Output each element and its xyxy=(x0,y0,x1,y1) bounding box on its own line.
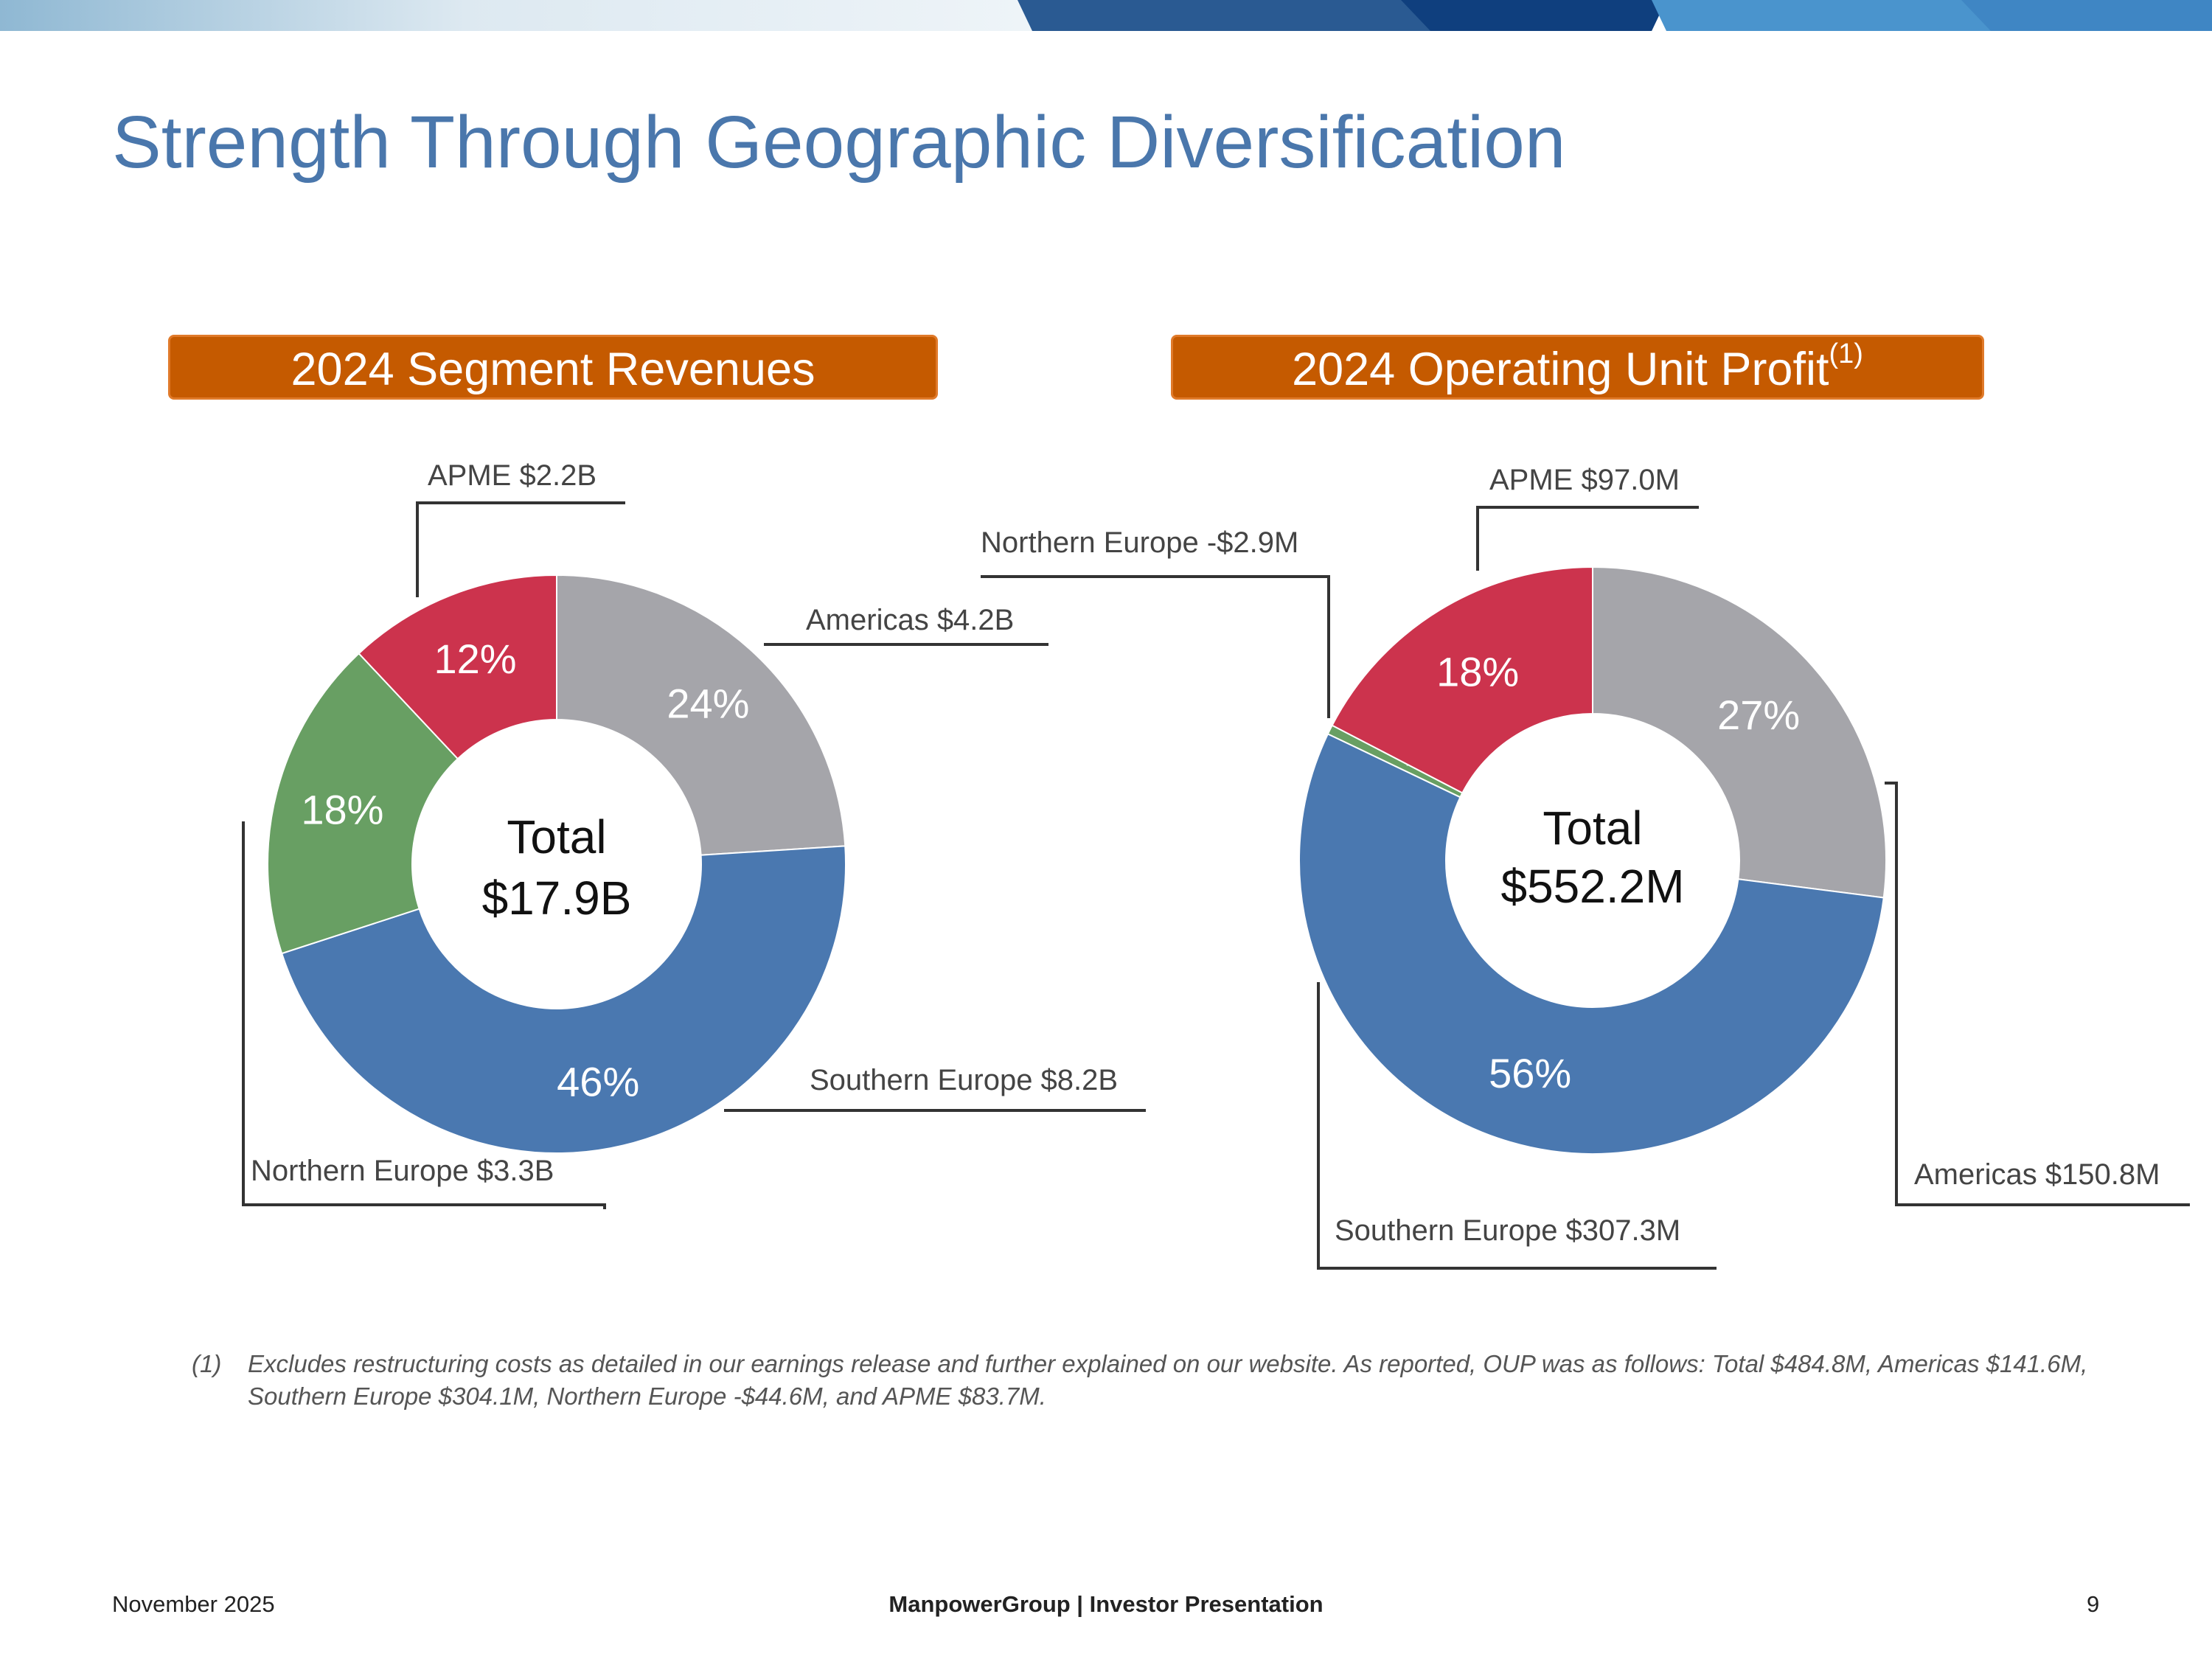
footnote-text: Excludes restructuring costs as detailed… xyxy=(248,1350,2088,1410)
page-number: 9 xyxy=(2087,1591,2100,1617)
footnote-mark: (1) xyxy=(192,1350,222,1377)
slice-americas xyxy=(556,574,846,856)
center-label-total: Total xyxy=(1543,801,1642,855)
segment-revenues-header-label: 2024 Segment Revenues xyxy=(291,344,815,395)
callout-label-americas: Americas $150.8M xyxy=(1914,1158,2160,1191)
slice-apme xyxy=(1331,566,1593,794)
center-label-value: $552.2M xyxy=(1500,860,1684,913)
pct-label-americas: 24% xyxy=(667,680,749,726)
footer-date: November 2025 xyxy=(112,1591,275,1617)
callout-line-northern-europe xyxy=(981,575,1330,718)
top-banner xyxy=(0,0,2212,31)
pct-label-northern-europe: 18% xyxy=(301,786,383,832)
pct-label-apme: 12% xyxy=(434,636,517,682)
slice-southern-europe xyxy=(1298,733,1885,1155)
center-label-value: $17.9B xyxy=(482,872,632,925)
callout-line-northern-europe xyxy=(242,821,606,1209)
callout-line-apme xyxy=(1476,506,1699,571)
callout-label-northern-europe: Northern Europe -$2.9M xyxy=(981,526,1298,559)
slice-apme xyxy=(358,574,557,760)
footer-title: ManpowerGroup | Investor Presentation xyxy=(888,1591,1324,1617)
slice-northern-europe xyxy=(267,652,459,955)
slide-title: Strength Through Geographic Diversificat… xyxy=(112,101,1566,184)
pct-label-southern-europe: 56% xyxy=(1489,1050,1571,1096)
callout-label-southern-europe: Southern Europe $8.2B xyxy=(810,1064,1118,1096)
donut-chart-1: 24% Americas $4.2B 46% Southern Europe $8.2… xyxy=(242,459,1146,1209)
callout-label-apme: APME $2.2B xyxy=(428,459,597,492)
pct-label-americas: 27% xyxy=(1717,692,1800,738)
slice-americas xyxy=(1592,566,1887,899)
callout-label-apme: APME $97.0M xyxy=(1489,464,1680,496)
segment-revenues-header: 2024 Segment Revenues xyxy=(168,335,938,400)
operating-unit-profit-header-label: 2024 Operating Unit Profit xyxy=(1292,344,1829,395)
callout-line-southern-europe xyxy=(1317,982,1717,1270)
callout-label-americas: Americas $4.2B xyxy=(806,604,1014,636)
callout-label-southern-europe: Southern Europe $307.3M xyxy=(1335,1214,1680,1247)
center-label-total: Total xyxy=(507,810,606,863)
slice-southern-europe xyxy=(280,845,846,1155)
callout-line-apme xyxy=(416,501,625,597)
callout-label-northern-europe: Northern Europe $3.3B xyxy=(251,1155,554,1187)
callout-line-americas xyxy=(1885,782,2190,1206)
pct-label-apme: 18% xyxy=(1436,649,1519,695)
donut-chart-2: 27% Americas $150.8M 56% Southern Europe $3… xyxy=(981,464,2190,1270)
operating-unit-profit-header: 2024 Operating Unit Profit(1) xyxy=(1171,335,1984,400)
pct-label-southern-europe: 46% xyxy=(557,1059,639,1105)
footnote-reference: (1) xyxy=(1829,338,1863,369)
